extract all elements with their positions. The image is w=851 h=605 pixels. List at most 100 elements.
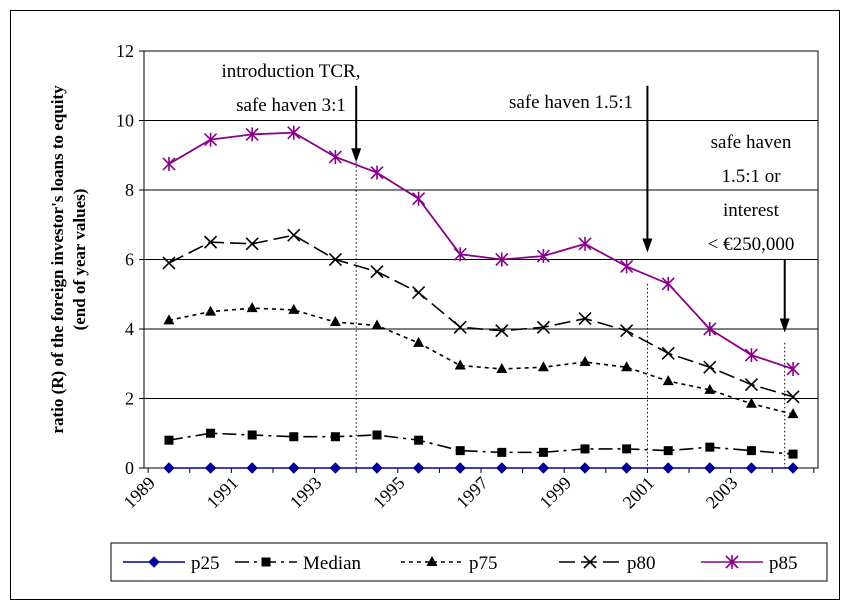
data-point-p25	[745, 462, 758, 474]
legend-label-p85: p85	[769, 553, 798, 574]
legend-label-p80: p80	[627, 553, 656, 574]
data-point-p85	[661, 276, 675, 291]
data-point-p85	[370, 165, 384, 180]
legend-marker-p85	[725, 555, 739, 569]
data-point-p25	[496, 462, 508, 474]
data-point-median	[538, 447, 548, 457]
data-point-p85	[620, 259, 634, 274]
legend-marker-p75	[426, 556, 438, 566]
data-point-p75	[579, 356, 591, 367]
data-point-p85	[162, 156, 176, 171]
data-point-median	[206, 428, 216, 438]
x-tick-label: 1993	[286, 473, 326, 513]
x-tick-label: 2001	[619, 473, 659, 513]
data-point-p75	[246, 302, 258, 313]
annotation-text-sh15i: < €250,000	[708, 234, 795, 255]
data-point-p75	[662, 375, 674, 386]
data-point-p85	[495, 252, 509, 267]
data-point-p85	[744, 348, 758, 363]
x-tick-label: 1999	[535, 473, 575, 513]
data-point-median	[705, 442, 715, 452]
x-tick-label: 2003	[702, 473, 742, 513]
x-tick-label: 1997	[452, 473, 492, 513]
data-point-p80	[412, 285, 426, 300]
y-tick-label: 2	[125, 389, 134, 409]
y-tick-label: 4	[125, 319, 134, 339]
annotation-text-sh15i: 1.5:1 or	[721, 166, 781, 187]
chart-frame: 0 2 4 6 8 10 12 ratio (R) of the foreign invest…	[10, 10, 840, 600]
data-point-p80	[620, 324, 634, 338]
data-point-median	[164, 435, 174, 445]
series-line-p85	[168, 131, 794, 370]
data-point-median	[289, 432, 299, 442]
data-point-p80	[786, 390, 800, 404]
data-point-p85	[786, 361, 800, 376]
data-point-p75	[745, 397, 757, 408]
y-tick-label: 12	[116, 41, 134, 61]
data-point-p85	[703, 322, 717, 336]
data-point-median	[455, 446, 465, 456]
x-tick-label: 1989	[119, 473, 159, 513]
x-tick-label: 1995	[369, 473, 409, 513]
series-line-p80	[168, 234, 794, 398]
data-point-p80	[453, 320, 467, 334]
series-line-median	[168, 432, 794, 455]
data-point-p75	[288, 303, 300, 314]
data-point-median	[663, 446, 673, 456]
annotation-arrowhead-sh15i	[779, 318, 790, 333]
data-point-p25	[412, 462, 425, 474]
legend-label-p75: p75	[469, 553, 498, 574]
data-point-p80	[370, 265, 384, 279]
data-point-p85	[287, 125, 301, 140]
data-point-p80	[578, 312, 592, 326]
data-point-p75	[787, 408, 799, 419]
data-point-p75	[537, 361, 549, 372]
data-point-p25	[620, 462, 633, 474]
legend-label-p25: p25	[191, 553, 220, 574]
line-chart: 0 2 4 6 8 10 12 ratio (R) of the foreign invest…	[48, 41, 828, 582]
y-axis-title: ratio (R) of the foreign investor's loan…	[48, 85, 89, 434]
data-point-p80	[245, 237, 259, 251]
data-point-p80	[536, 320, 550, 334]
legend-marker-median	[261, 557, 271, 567]
data-point-median	[497, 447, 507, 457]
y-tick-label: 8	[125, 180, 134, 200]
series-line-p75	[168, 307, 794, 415]
data-point-p25	[704, 462, 716, 474]
data-point-median	[372, 430, 382, 440]
data-point-p85	[328, 149, 342, 164]
data-point-median	[330, 432, 340, 442]
data-point-p25	[204, 462, 217, 474]
y-axis-title-line: (end of year values)	[70, 189, 89, 331]
data-point-median	[247, 430, 257, 440]
data-point-p25	[454, 462, 466, 474]
data-point-p75	[454, 359, 466, 370]
annotation-arrowhead-tcr	[351, 148, 362, 163]
legend-marker-p25	[148, 556, 160, 568]
annotation-text-sh15i: interest	[723, 200, 780, 221]
data-point-p25	[662, 462, 674, 474]
data-point-p25	[537, 462, 550, 474]
data-point-p75	[704, 383, 716, 394]
data-point-p25	[246, 462, 258, 474]
data-point-p75	[413, 336, 425, 347]
data-point-p80	[495, 324, 509, 338]
data-point-p25	[787, 462, 799, 474]
legend-label-median: Median	[303, 553, 362, 574]
data-point-median	[414, 435, 424, 445]
data-point-p80	[162, 256, 176, 270]
data-point-p85	[578, 236, 592, 251]
annotation-arrowhead-sh15	[642, 238, 653, 253]
data-point-p80	[204, 235, 218, 249]
y-tick-label: 6	[125, 250, 134, 270]
annotation-text-tcr: safe haven 3:1	[236, 95, 346, 116]
annotation-text-sh15: safe haven 1.5:1	[509, 92, 633, 113]
data-point-p75	[205, 305, 217, 316]
data-point-p75	[496, 362, 508, 373]
data-point-p80	[744, 378, 758, 392]
annotation-text-sh15i: safe haven	[711, 132, 792, 153]
data-point-p80	[661, 346, 675, 360]
data-point-p25	[163, 462, 175, 474]
data-point-p85	[453, 247, 467, 262]
y-tick-label: 0	[125, 458, 134, 478]
